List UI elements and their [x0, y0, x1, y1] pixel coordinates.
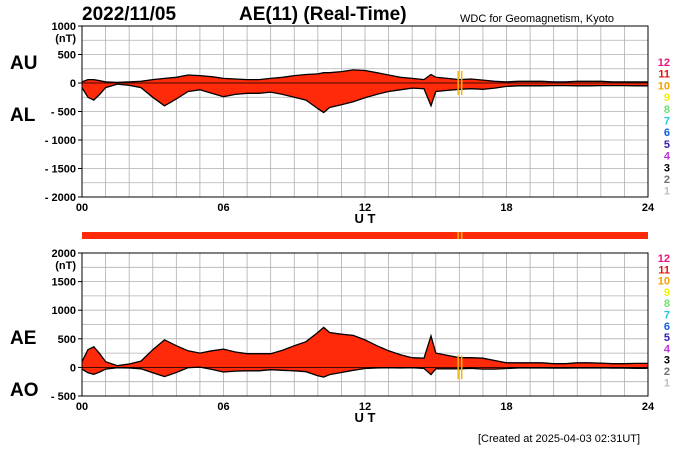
organization-label: WDC for Geomagnetism, Kyoto [460, 13, 615, 25]
y-tick-label: 500 [58, 50, 76, 62]
station-number-4: 4 [664, 151, 671, 163]
unit-label: (nT) [55, 33, 76, 45]
y-tick-label: 1500 [52, 277, 76, 289]
unit-label: (nT) [55, 260, 76, 272]
x-tick-label: 06 [217, 401, 229, 413]
x-tick-label: 00 [76, 202, 88, 214]
station-number-6: 6 [664, 321, 670, 333]
station-number-5: 5 [664, 332, 670, 344]
station-number-7: 7 [664, 310, 670, 322]
chart-title: AE(11) (Real-Time) [239, 4, 407, 25]
series-label-ae: AE [10, 328, 36, 349]
station-number-2: 2 [664, 174, 670, 186]
x-tick-label: 18 [500, 401, 512, 413]
plot-frame [81, 252, 649, 397]
series-label-al: AL [10, 105, 36, 126]
station-number-1: 1 [664, 186, 670, 198]
series-line-al [81, 83, 648, 114]
station-number-9: 9 [664, 287, 670, 299]
date-label: 2022/11/05 [82, 4, 177, 25]
y-tick-label: 500 [58, 334, 76, 346]
series-line-au [81, 69, 648, 84]
y-tick-label: 2000 [52, 248, 76, 260]
band-fill [82, 327, 648, 378]
station-number-10: 10 [658, 276, 670, 288]
series-line-ae [81, 326, 648, 367]
band-fill [82, 69, 648, 113]
station-number-4: 4 [664, 343, 671, 355]
station-number-2: 2 [664, 366, 670, 378]
station-number-7: 7 [664, 116, 670, 128]
series-label-ao: AO [10, 380, 39, 401]
y-tick-label: - 500 [51, 391, 76, 403]
station-number-3: 3 [664, 355, 670, 367]
panel-bottom [78, 252, 649, 397]
station-number-1: 1 [664, 377, 670, 389]
y-tick-label: 1000 [52, 305, 76, 317]
x-tick-label: 12 [359, 401, 371, 413]
station-number-11: 11 [658, 264, 670, 276]
y-tick-label: - 1000 [45, 135, 76, 147]
y-tick-label: - 2000 [45, 192, 76, 204]
x-tick-label: 18 [500, 202, 512, 214]
x-tick-label: 24 [642, 401, 655, 413]
series-line-ao [81, 366, 648, 378]
x-tick-label: 24 [642, 202, 655, 214]
x-axis-label: U T [355, 410, 376, 425]
x-tick-label: 12 [359, 202, 371, 214]
station-number-8: 8 [664, 298, 670, 310]
status-bar [82, 232, 648, 239]
x-tick-label: 00 [76, 401, 88, 413]
station-number-8: 8 [664, 104, 670, 116]
station-number-12: 12 [658, 57, 670, 69]
y-tick-label: - 1500 [45, 164, 76, 176]
y-tick-label: - 500 [51, 107, 76, 119]
y-tick-label: 0 [70, 78, 76, 90]
series-label-au: AU [10, 53, 37, 74]
x-axis-label: U T [355, 211, 376, 226]
station-number-11: 11 [658, 69, 670, 81]
x-tick-label: 06 [217, 202, 229, 214]
y-tick-label: 1000 [52, 21, 76, 33]
panel-top [78, 25, 649, 198]
station-number-5: 5 [664, 139, 670, 151]
station-number-9: 9 [664, 92, 670, 104]
station-number-6: 6 [664, 127, 670, 139]
station-number-12: 12 [658, 253, 670, 265]
y-tick-label: 0 [70, 362, 76, 374]
created-timestamp: [Created at 2025-04-03 02:31UT] [478, 433, 641, 445]
station-number-10: 10 [658, 80, 670, 92]
station-number-3: 3 [664, 162, 670, 174]
